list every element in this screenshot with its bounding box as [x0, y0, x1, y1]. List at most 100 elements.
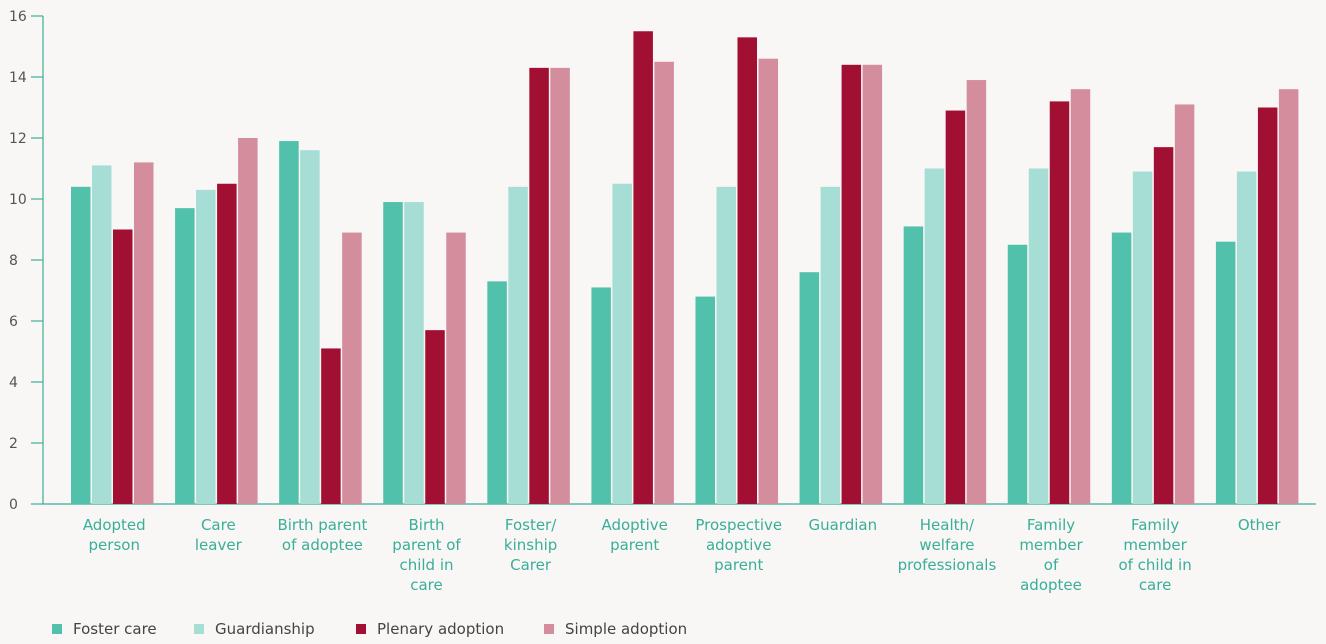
bar-foster-care	[1215, 241, 1236, 504]
bar-guardianship	[1132, 171, 1153, 505]
x-category-label-line: person	[89, 536, 140, 554]
x-category-label: Family member of child in care	[1118, 516, 1191, 594]
x-category-label-line: Prospective	[695, 516, 782, 534]
bar-simple-adoption	[446, 232, 466, 505]
bar-guardianship	[1028, 168, 1049, 504]
y-tick-label: 12	[9, 131, 27, 147]
x-category-label: Birth parent of child in care	[392, 516, 461, 594]
bar-simple-adoption	[1174, 104, 1195, 504]
bar-foster-care	[175, 208, 195, 504]
x-category-label-line: Family	[1131, 516, 1179, 534]
bar-plenary-adoption	[737, 37, 757, 504]
legend-label-simple-adoption: Simple adoption	[565, 620, 687, 638]
bar-plenary-adoption	[1049, 101, 1070, 505]
x-category-label-line: Carer	[510, 556, 552, 574]
x-category-label-line: adoptee	[1020, 576, 1082, 594]
x-category-label-line: member	[1019, 536, 1083, 554]
bar-plenary-adoption	[425, 330, 445, 504]
bar-foster-care	[903, 226, 924, 504]
x-category-label-line: Birth parent	[277, 516, 367, 534]
bar-guardianship	[612, 183, 632, 504]
x-category-label: Health/welfare professionals	[898, 516, 997, 574]
x-category-label-line: Family	[1027, 516, 1075, 534]
x-category-label: Adoptive parent	[601, 516, 667, 554]
x-category-label-line: parent of	[392, 536, 461, 554]
x-category-label-line: of adoptee	[282, 536, 363, 554]
bar-simple-adoption	[1070, 89, 1091, 504]
x-category-label-line: Adoptive	[601, 516, 667, 534]
bar-guardianship	[924, 168, 945, 504]
y-tick-label: 14	[9, 70, 27, 86]
bar-guardianship	[404, 202, 424, 505]
x-category-label: Other	[1238, 516, 1281, 534]
bar-foster-care	[1111, 232, 1132, 505]
bar-simple-adoption	[550, 67, 570, 504]
x-category-label: Foster/kinship Carer	[504, 516, 557, 574]
y-tick-label: 0	[9, 497, 18, 513]
bar-foster-care	[591, 287, 611, 504]
bar-plenary-adoption	[113, 229, 133, 504]
x-category-label: Birth parent of adoptee	[277, 516, 367, 554]
bar-plenary-adoption	[529, 67, 549, 504]
x-category-label-line: Guardian	[809, 516, 878, 534]
legend-swatch-foster-care	[52, 624, 62, 634]
x-category-label-line: Birth	[408, 516, 444, 534]
x-category-label-line: Adopted	[83, 516, 146, 534]
bar-simple-adoption	[1278, 89, 1299, 504]
bar-plenary-adoption	[945, 110, 966, 505]
x-category-label-line: welfare	[919, 536, 974, 554]
bar-guardianship	[300, 150, 320, 504]
bar-guardianship	[508, 186, 528, 505]
x-category-label-line: Health/	[920, 516, 975, 534]
x-category-label-line: Foster/	[505, 516, 557, 534]
bar-plenary-adoption	[321, 348, 341, 504]
legend-swatch-simple-adoption	[544, 624, 554, 634]
x-category-label-line: professionals	[898, 556, 997, 574]
x-category-label: Guardian	[809, 516, 878, 534]
bar-guardianship	[820, 186, 841, 505]
x-category-label-line: member	[1123, 536, 1187, 554]
x-category-label-line: kinship	[504, 536, 557, 554]
x-category-label-line: child in	[399, 556, 453, 574]
x-category-label-line: parent	[610, 536, 659, 554]
bar-plenary-adoption	[1153, 147, 1174, 504]
legend-label-plenary-adoption: Plenary adoption	[377, 620, 504, 638]
legend-label-foster-care: Foster care	[73, 620, 157, 638]
x-category-label: Prospective adoptive parent	[695, 516, 782, 574]
x-category-label-line: adoptive	[706, 536, 772, 554]
x-category-label-line: leaver	[195, 536, 243, 554]
bar-plenary-adoption	[217, 183, 237, 504]
bar-simple-adoption	[654, 61, 674, 504]
bar-plenary-adoption	[633, 31, 653, 504]
bar-guardianship	[716, 186, 736, 505]
bar-simple-adoption	[862, 64, 883, 505]
bar-simple-adoption	[758, 58, 778, 504]
x-category-label: Adopted person	[83, 516, 146, 554]
bar-foster-care	[383, 202, 403, 505]
x-category-label-line: parent	[714, 556, 763, 574]
y-tick-label: 4	[9, 375, 18, 391]
x-category-label: Care leaver	[195, 516, 243, 554]
bar-foster-care	[1007, 244, 1028, 504]
x-category-label-line: of	[1044, 556, 1059, 574]
y-tick-label: 10	[9, 192, 27, 208]
legend-swatch-guardianship	[194, 624, 204, 634]
y-tick-label: 16	[9, 9, 27, 25]
bar-foster-care	[279, 141, 299, 505]
x-category-label-line: Other	[1238, 516, 1281, 534]
x-category-label-line: care	[1139, 576, 1172, 594]
y-tick-label: 8	[9, 253, 18, 269]
bar-guardianship	[1236, 171, 1257, 505]
x-category-label: Family member of adoptee	[1019, 516, 1083, 594]
bar-foster-care	[71, 186, 91, 505]
y-tick-label: 6	[9, 314, 18, 330]
bar-guardianship	[196, 189, 216, 504]
bar-simple-adoption	[966, 80, 987, 505]
bar-simple-adoption	[342, 232, 362, 505]
bar-foster-care	[695, 296, 715, 504]
bar-foster-care	[799, 272, 820, 504]
bar-simple-adoption	[238, 138, 258, 504]
y-tick-label: 2	[9, 436, 18, 452]
